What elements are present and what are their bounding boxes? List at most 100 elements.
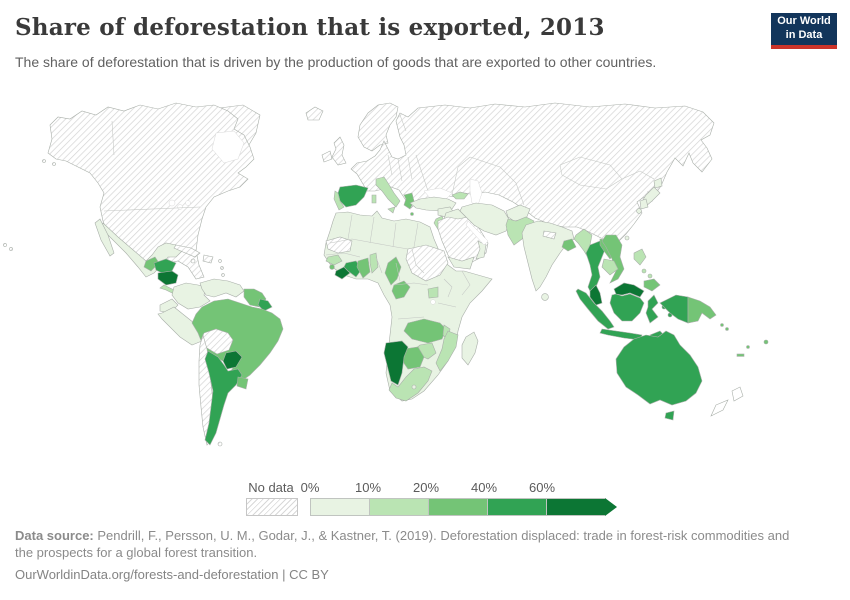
map-region-visayas[interactable] (647, 273, 653, 279)
map-region-japan-kyushu[interactable] (636, 208, 642, 214)
legend-tick-0: 0% (300, 480, 320, 495)
map-region-taiwan[interactable] (624, 235, 630, 241)
map-region-bangladesh[interactable] (561, 238, 577, 252)
map-region-sulawesi[interactable] (645, 294, 659, 324)
map-region-sardinia[interactable] (371, 194, 377, 204)
map-region-papua-new-guinea[interactable] (687, 296, 717, 324)
map-region-papua[interactable] (659, 294, 689, 324)
map-region-iceland[interactable] (305, 106, 324, 121)
map-region-venezuela[interactable] (199, 278, 245, 298)
map-region-fiji[interactable] (763, 339, 769, 345)
legend-tick-20: 20% (412, 480, 440, 495)
map-region-madagascar[interactable] (461, 331, 479, 366)
map-region-congo[interactable] (391, 280, 411, 300)
legend-tick-40: 40% (470, 480, 498, 495)
map-region-nicaragua[interactable] (157, 270, 179, 286)
map-region-united-kingdom[interactable] (331, 136, 347, 166)
map-region-sri-lanka[interactable] (541, 293, 549, 301)
map-region-iran[interactable] (459, 202, 511, 236)
map-region-mozambique[interactable] (435, 330, 459, 372)
map-region-solomon-islands[interactable] (720, 323, 724, 327)
map-region-malaysia-borneo[interactable] (613, 282, 645, 298)
legend-bin-0-10[interactable] (310, 498, 369, 516)
legend-color-scale (310, 498, 617, 516)
map-region-uganda[interactable] (427, 286, 439, 299)
map-region-greece[interactable] (403, 192, 415, 210)
owid-link[interactable]: OurWorldinData.org/forests-and-deforesta… (15, 567, 329, 582)
map-region-hispaniola[interactable] (202, 254, 214, 264)
map-region-sudan[interactable] (405, 244, 449, 282)
map-region-peru[interactable] (157, 306, 203, 346)
map-region-italy[interactable] (375, 176, 401, 208)
map-region-aleutians[interactable] (42, 159, 46, 163)
map-region-caucasus[interactable] (451, 191, 469, 200)
map-region-sumatra[interactable] (575, 288, 615, 330)
map-region-cameroon[interactable] (384, 256, 402, 286)
map-region-hawaii[interactable] (3, 243, 7, 247)
map-region-togo-benin[interactable] (369, 252, 379, 274)
map-region-mauritania-western-sahara[interactable] (325, 236, 353, 254)
map-region-portugal[interactable] (333, 190, 345, 211)
map-region-namibia[interactable] (383, 340, 409, 386)
map-region-sicily[interactable] (387, 206, 396, 214)
map-region-eurasia[interactable] (350, 102, 715, 244)
map-region-luzon[interactable] (633, 248, 647, 266)
map-region-japan-hokkaido[interactable] (653, 177, 663, 189)
map-region-jamaica[interactable] (190, 258, 196, 264)
map-region-new-zealand-north[interactable] (731, 386, 744, 402)
africa-borders (325, 214, 471, 320)
map-region-paraguay[interactable] (222, 350, 243, 370)
map-region-australia[interactable] (615, 330, 703, 406)
map-region-india[interactable] (521, 220, 575, 292)
map-region-lesser-antilles[interactable] (221, 273, 225, 277)
legend-bin-20-40[interactable] (428, 498, 487, 516)
map-region-hawaii[interactable] (9, 247, 13, 251)
great-lakes (185, 200, 191, 206)
map-region-zambia[interactable] (403, 318, 447, 344)
map-region-sierra-leone[interactable] (329, 264, 335, 270)
map-region-tasmania[interactable] (664, 410, 675, 421)
map-region-lesotho[interactable] (411, 384, 417, 390)
map-region-cambodia[interactable] (601, 258, 619, 276)
map-region-guinea[interactable] (325, 254, 343, 266)
map-region-south-korea[interactable] (639, 198, 649, 210)
map-region-argentina[interactable] (204, 350, 243, 446)
map-region-falkland-islands[interactable] (217, 441, 223, 447)
map-region-cuba[interactable] (173, 244, 201, 258)
data-source-note: Data source: Pendrill, F., Persson, U. M… (15, 528, 807, 561)
map-region-new-caledonia[interactable] (736, 353, 745, 357)
map-region-south-africa[interactable] (388, 366, 433, 402)
map-region-visayas[interactable] (641, 268, 647, 274)
legend-bin-40-60[interactable] (487, 498, 546, 516)
map-region-malaysia-peninsula[interactable] (589, 284, 603, 306)
map-region-aleutians[interactable] (52, 162, 56, 166)
map-region-new-zealand-south[interactable] (710, 399, 729, 417)
data-source-label: Data source: (15, 528, 94, 543)
legend-bin-10-20[interactable] (369, 498, 428, 516)
legend-bin-60plus[interactable] (546, 498, 605, 516)
map-region-baja-california[interactable] (94, 218, 115, 257)
map-region-solomon-islands[interactable] (725, 327, 729, 331)
map-region-uruguay[interactable] (236, 376, 249, 390)
map-region-lesser-antilles[interactable] (218, 259, 222, 263)
map-region-spain[interactable] (337, 184, 369, 208)
map-region-mindanao[interactable] (643, 278, 661, 292)
map-region-liberia[interactable] (334, 266, 351, 280)
map-region-kalimantan[interactable] (609, 293, 645, 322)
map-region-scandinavia[interactable] (357, 102, 399, 152)
map-region-french-guiana[interactable] (257, 298, 273, 312)
map-region-north-america[interactable] (47, 102, 255, 280)
alaska-border (111, 120, 115, 156)
map-region-vietnam[interactable] (601, 234, 625, 284)
europe-borders (387, 114, 429, 192)
map-region-ireland[interactable] (321, 150, 333, 163)
legend-no-data-swatch[interactable] (246, 498, 298, 516)
map-region-turkey[interactable] (409, 196, 457, 212)
map-region-ghana[interactable] (356, 257, 371, 279)
map-region-yemen[interactable] (447, 256, 475, 270)
map-region-colombia[interactable] (171, 282, 211, 310)
map-region-crete[interactable] (410, 212, 414, 216)
map-region-nepal[interactable] (542, 230, 557, 240)
map-region-vanuatu[interactable] (746, 345, 750, 349)
map-region-lesser-antilles[interactable] (220, 266, 224, 270)
